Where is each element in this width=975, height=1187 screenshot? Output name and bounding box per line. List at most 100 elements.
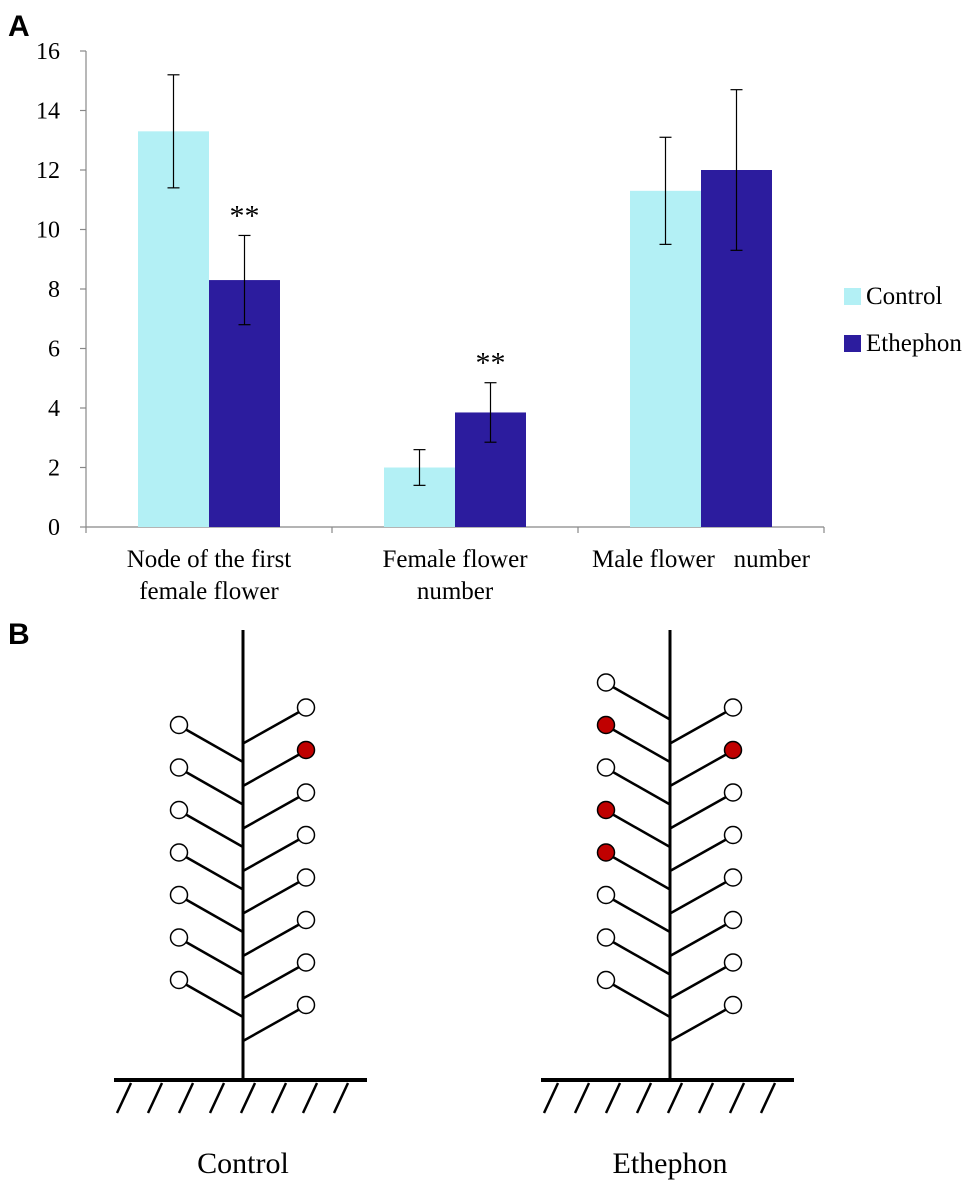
category-label: Female flower xyxy=(382,546,528,573)
branch-left xyxy=(611,770,671,806)
plant-ethephon: Ethephon xyxy=(541,630,794,1180)
male-flower-node xyxy=(723,698,743,717)
branch-right xyxy=(242,965,301,1000)
branch-left xyxy=(611,940,671,976)
y-tick-label: 8 xyxy=(48,277,60,303)
branch-right xyxy=(669,965,728,1000)
y-tick-label: 12 xyxy=(36,158,60,184)
branch-right xyxy=(242,795,301,830)
legend: Control Ethephon xyxy=(844,283,962,357)
x-axis xyxy=(85,526,825,533)
ground-hatch xyxy=(270,1082,288,1114)
male-flower-node xyxy=(169,715,189,735)
branch-right xyxy=(242,837,301,873)
ground-hatch xyxy=(666,1082,684,1114)
branch-right xyxy=(242,922,301,958)
legend-swatch-control xyxy=(844,288,861,305)
male-flower-node xyxy=(723,995,743,1015)
branch-right xyxy=(669,795,728,830)
branch-right xyxy=(669,710,728,745)
male-flower-node xyxy=(723,953,743,972)
y-axis: 0 2 4 6 8 10 12 14 16 xyxy=(36,39,87,541)
bars-group xyxy=(138,131,772,527)
female-flower-node xyxy=(723,740,743,760)
male-flower-node xyxy=(596,673,616,692)
male-flower-node xyxy=(169,800,189,820)
male-flower-node xyxy=(296,868,316,887)
branch-left xyxy=(184,812,244,849)
branch-right xyxy=(242,752,301,788)
branch-right xyxy=(669,1007,728,1043)
ground-hatch xyxy=(115,1082,133,1114)
bar-control-2 xyxy=(630,190,701,527)
branch-left xyxy=(611,855,671,891)
ground-hatch xyxy=(728,1082,746,1114)
male-flower-node xyxy=(596,928,616,947)
y-tick-label: 16 xyxy=(36,39,60,65)
male-flower-node xyxy=(596,970,616,990)
category-label: Node of the first xyxy=(127,546,292,573)
panel-b-letter: B xyxy=(8,618,30,651)
ground-hatch xyxy=(208,1082,226,1114)
error-bars-group xyxy=(167,74,743,486)
ground-hatch xyxy=(697,1082,715,1114)
branch-left xyxy=(611,727,671,764)
female-flower-node xyxy=(296,740,316,760)
branch-left xyxy=(184,940,244,976)
female-flower-node xyxy=(596,800,616,820)
plant-label-control: Control xyxy=(197,1147,289,1180)
significance-marker: ** xyxy=(476,347,506,380)
legend-label-ethephon: Ethephon xyxy=(866,330,962,357)
branch-left xyxy=(184,897,244,934)
male-flower-node xyxy=(296,783,316,802)
ground-hatch xyxy=(759,1082,777,1114)
male-flower-node xyxy=(169,758,189,777)
category-labels: Node of the first female flower Female flo… xyxy=(127,546,811,605)
category-label: number xyxy=(417,578,494,605)
ground-hatch xyxy=(332,1082,350,1114)
y-tick-label: 2 xyxy=(48,456,60,482)
branch-left xyxy=(184,727,244,764)
y-tick-label: 14 xyxy=(36,99,60,125)
y-tick-label: 6 xyxy=(48,337,60,363)
category-label: female flower xyxy=(139,578,279,605)
branch-left xyxy=(611,812,671,849)
male-flower-node xyxy=(169,970,189,990)
male-flower-node xyxy=(723,868,743,887)
ground-hatch xyxy=(301,1082,319,1114)
panel-a-letter: A xyxy=(8,10,30,43)
branch-left xyxy=(184,855,244,891)
ground-hatch xyxy=(239,1082,257,1114)
male-flower-node xyxy=(296,825,316,845)
bar-control-0 xyxy=(138,131,209,527)
branch-right xyxy=(669,922,728,958)
significance-marker: ** xyxy=(230,199,260,232)
plant-control: Control xyxy=(114,630,367,1180)
bar-chart: 0 2 4 6 8 10 12 14 16 ** ** Node of the first fema… xyxy=(36,39,962,605)
branch-right xyxy=(242,710,301,745)
y-tick-label: 4 xyxy=(48,396,60,422)
male-flower-node xyxy=(296,698,316,717)
branch-right xyxy=(669,752,728,788)
plant-label-ethephon: Ethephon xyxy=(613,1147,728,1180)
branch-left xyxy=(611,685,671,721)
branch-left xyxy=(184,982,244,1019)
ground-hatch xyxy=(542,1082,560,1114)
male-flower-node xyxy=(296,910,316,930)
ground-hatch xyxy=(177,1082,195,1114)
ground-hatch xyxy=(573,1082,591,1114)
male-flower-node xyxy=(596,885,616,905)
female-flower-node xyxy=(596,843,616,862)
female-flower-node xyxy=(596,715,616,735)
male-flower-node xyxy=(296,995,316,1015)
male-flower-node xyxy=(723,825,743,845)
y-tick-label: 0 xyxy=(48,515,60,541)
category-label: Male flower number xyxy=(592,546,811,573)
male-flower-node xyxy=(169,885,189,905)
significance-group: ** ** xyxy=(230,199,506,379)
branch-right xyxy=(669,837,728,873)
male-flower-node xyxy=(296,953,316,972)
male-flower-node xyxy=(169,928,189,947)
legend-label-control: Control xyxy=(866,283,942,310)
branch-left xyxy=(611,982,671,1019)
